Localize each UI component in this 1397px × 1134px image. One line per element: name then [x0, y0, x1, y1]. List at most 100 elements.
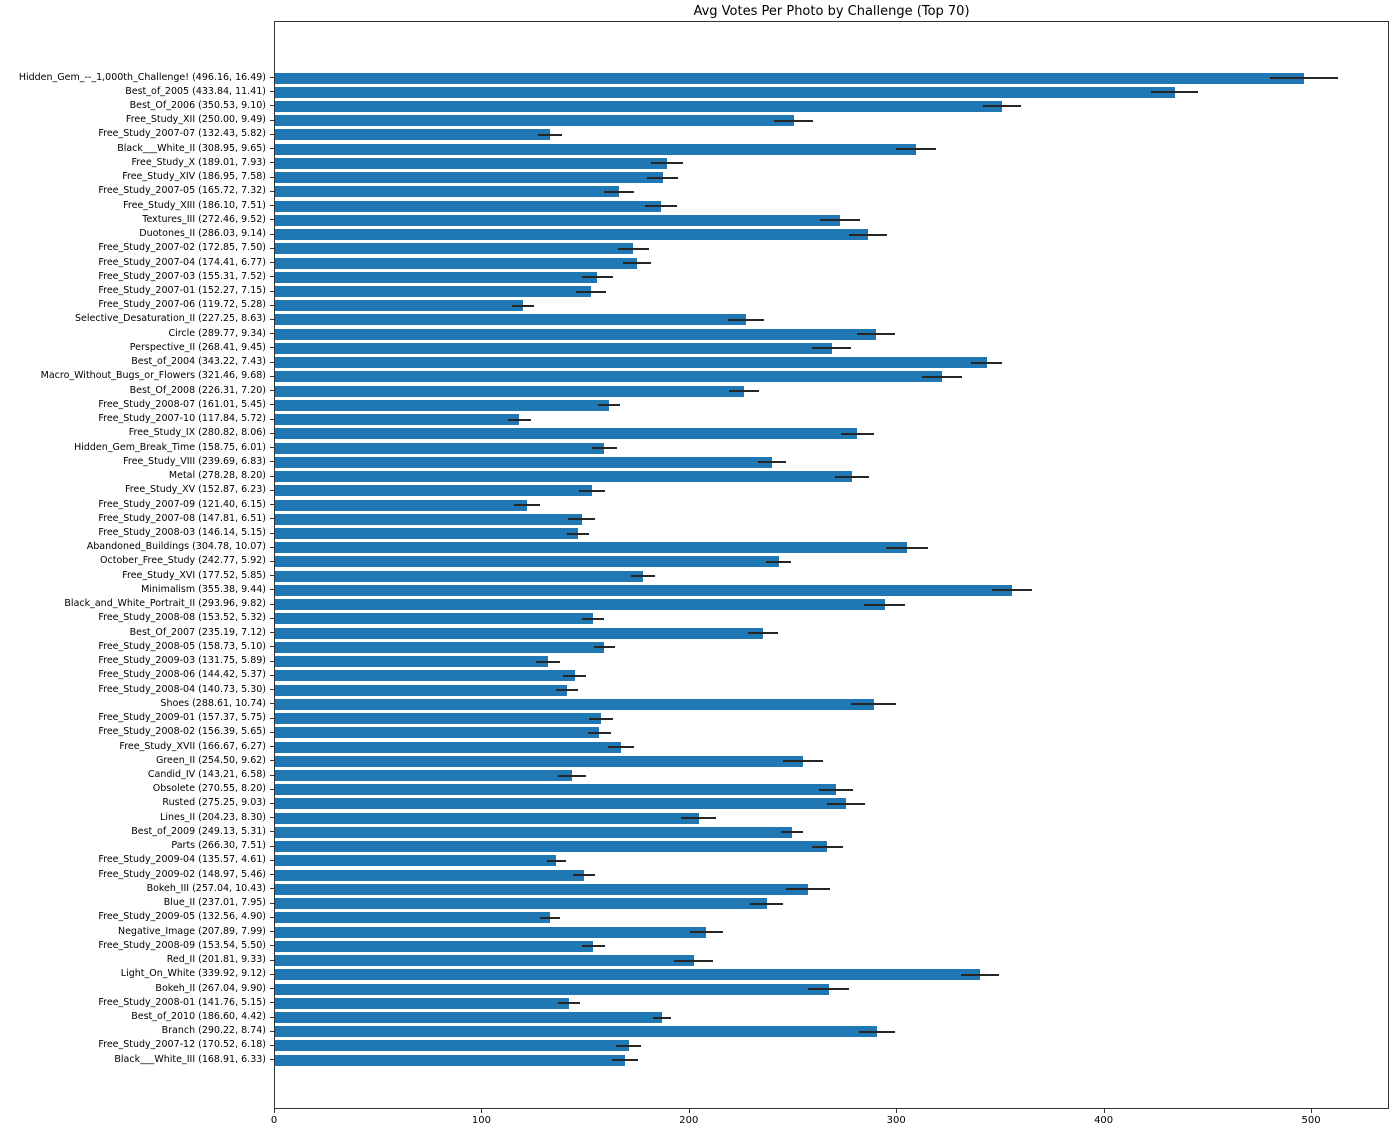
- error-bar: [622, 262, 651, 265]
- error-bar: [512, 304, 535, 307]
- bar: [275, 371, 942, 383]
- bar: [275, 812, 699, 824]
- bar: [275, 485, 593, 497]
- error-bar: [971, 361, 1003, 364]
- y-axis-label: Free_Study_2008-04 (140.73, 5.30): [98, 683, 266, 695]
- bar: [275, 471, 853, 483]
- bar: [275, 115, 794, 127]
- error-bar: [808, 988, 850, 991]
- y-axis-tick: [270, 105, 274, 107]
- y-axis-label: Free_Study_2007-02 (172.85, 7.50): [98, 242, 266, 254]
- y-axis-tick: [270, 375, 274, 377]
- error-bar: [507, 418, 532, 421]
- y-axis-label: Black___White_II (308.95, 9.65): [117, 142, 266, 154]
- y-axis-tick: [270, 290, 274, 292]
- error-bar: [849, 233, 888, 236]
- error-bar: [579, 489, 605, 492]
- y-axis-tick: [270, 276, 274, 278]
- y-axis-tick: [270, 148, 274, 150]
- y-axis-tick: [270, 731, 274, 733]
- error-bar: [1269, 77, 1339, 79]
- y-axis-label: Free_Study_XII (250.00, 9.49): [125, 114, 266, 126]
- error-bar: [895, 148, 936, 151]
- y-axis-label: Free_Study_2008-07 (161.01, 5.45): [98, 398, 266, 410]
- bar: [275, 684, 567, 696]
- error-bar: [587, 731, 612, 734]
- bar: [275, 570, 644, 582]
- error-bar: [812, 347, 852, 350]
- y-axis-tick: [270, 91, 274, 93]
- y-axis-label: Perspective_II (268.41, 9.45): [129, 341, 266, 353]
- y-axis-tick: [270, 77, 274, 78]
- error-bar: [782, 760, 823, 763]
- y-axis-tick: [270, 603, 274, 605]
- x-axis-tick-label: 100: [471, 1115, 491, 1126]
- y-axis-tick: [270, 133, 274, 135]
- y-axis-label: Best_of_2004 (343.22, 7.43): [131, 356, 266, 368]
- bar: [275, 271, 598, 283]
- y-axis-tick: [270, 1002, 274, 1004]
- y-axis-label: Free_Study_2008-09 (153.54, 5.50): [98, 939, 266, 951]
- bar: [275, 969, 980, 981]
- y-axis-tick: [270, 788, 274, 790]
- bar: [275, 584, 1013, 596]
- y-axis-label: Lines_II (204.23, 8.30): [160, 811, 266, 823]
- y-axis-label: Free_Study_2007-01 (152.27, 7.15): [98, 285, 266, 297]
- y-axis-label: Free_Study_2008-06 (144.42, 5.37): [98, 669, 266, 681]
- bar: [275, 499, 527, 511]
- bar: [275, 414, 520, 426]
- y-axis-tick: [270, 746, 274, 748]
- y-axis-tick: [270, 632, 274, 634]
- error-bar: [983, 105, 1021, 108]
- bar: [275, 556, 779, 568]
- error-bar: [645, 205, 677, 208]
- y-axis-tick: [270, 660, 274, 662]
- y-axis-tick: [270, 333, 274, 335]
- y-axis-label: Free_Study_VIII (239.69, 6.83): [123, 455, 266, 467]
- bar: [275, 627, 763, 639]
- y-axis-label: Green_II (254.50, 9.62): [156, 754, 266, 766]
- y-axis-label: Shoes (288.61, 10.74): [160, 697, 266, 709]
- error-bar: [780, 831, 803, 834]
- y-axis-label: Free_Study_XV (152.87, 6.23): [125, 484, 266, 496]
- bar: [275, 286, 591, 298]
- error-bar: [786, 888, 830, 891]
- y-axis-tick: [270, 646, 274, 648]
- y-axis-label: Minimalism (355.38, 9.44): [141, 583, 266, 595]
- bar: [275, 656, 549, 668]
- y-axis-label: Free_Study_2007-03 (155.31, 7.52): [98, 270, 266, 282]
- bar: [275, 755, 803, 767]
- bar: [275, 385, 745, 397]
- y-axis-tick: [270, 575, 274, 577]
- error-bar: [650, 162, 684, 165]
- y-axis-label: Black_and_White_Portrait_II (293.96, 9.8…: [64, 598, 266, 610]
- y-axis-tick: [270, 162, 274, 164]
- error-bar: [851, 703, 896, 706]
- error-bar: [537, 133, 562, 136]
- y-axis-tick: [270, 1030, 274, 1032]
- y-axis-tick: [270, 717, 274, 719]
- y-axis-tick: [270, 247, 274, 249]
- y-axis-tick: [270, 546, 274, 548]
- bar: [275, 342, 832, 354]
- error-bar: [921, 375, 962, 378]
- bar: [275, 983, 829, 995]
- y-axis-label: Black___White_III (168.91, 6.33): [114, 1053, 266, 1065]
- error-bar: [572, 874, 596, 877]
- y-axis-label: Free_Study_2008-08 (153.52, 5.32): [98, 612, 266, 624]
- error-bar: [558, 774, 586, 777]
- bar: [275, 542, 908, 554]
- bar: [275, 186, 619, 198]
- y-axis-label: Hidden_Gem_Break_Time (158.75, 6.01): [74, 441, 266, 453]
- y-axis-tick: [270, 1016, 274, 1018]
- y-axis-tick: [270, 845, 274, 847]
- bar: [275, 784, 837, 796]
- y-axis-label: Free_Study_2007-08 (147.81, 6.51): [98, 512, 266, 524]
- bar: [275, 599, 885, 611]
- bar: [275, 912, 550, 924]
- y-axis-tick: [270, 589, 274, 591]
- bar: [275, 841, 828, 853]
- bar: [275, 727, 600, 739]
- y-axis-label: Best_Of_2006 (350.53, 9.10): [129, 99, 266, 111]
- bar: [275, 72, 1305, 84]
